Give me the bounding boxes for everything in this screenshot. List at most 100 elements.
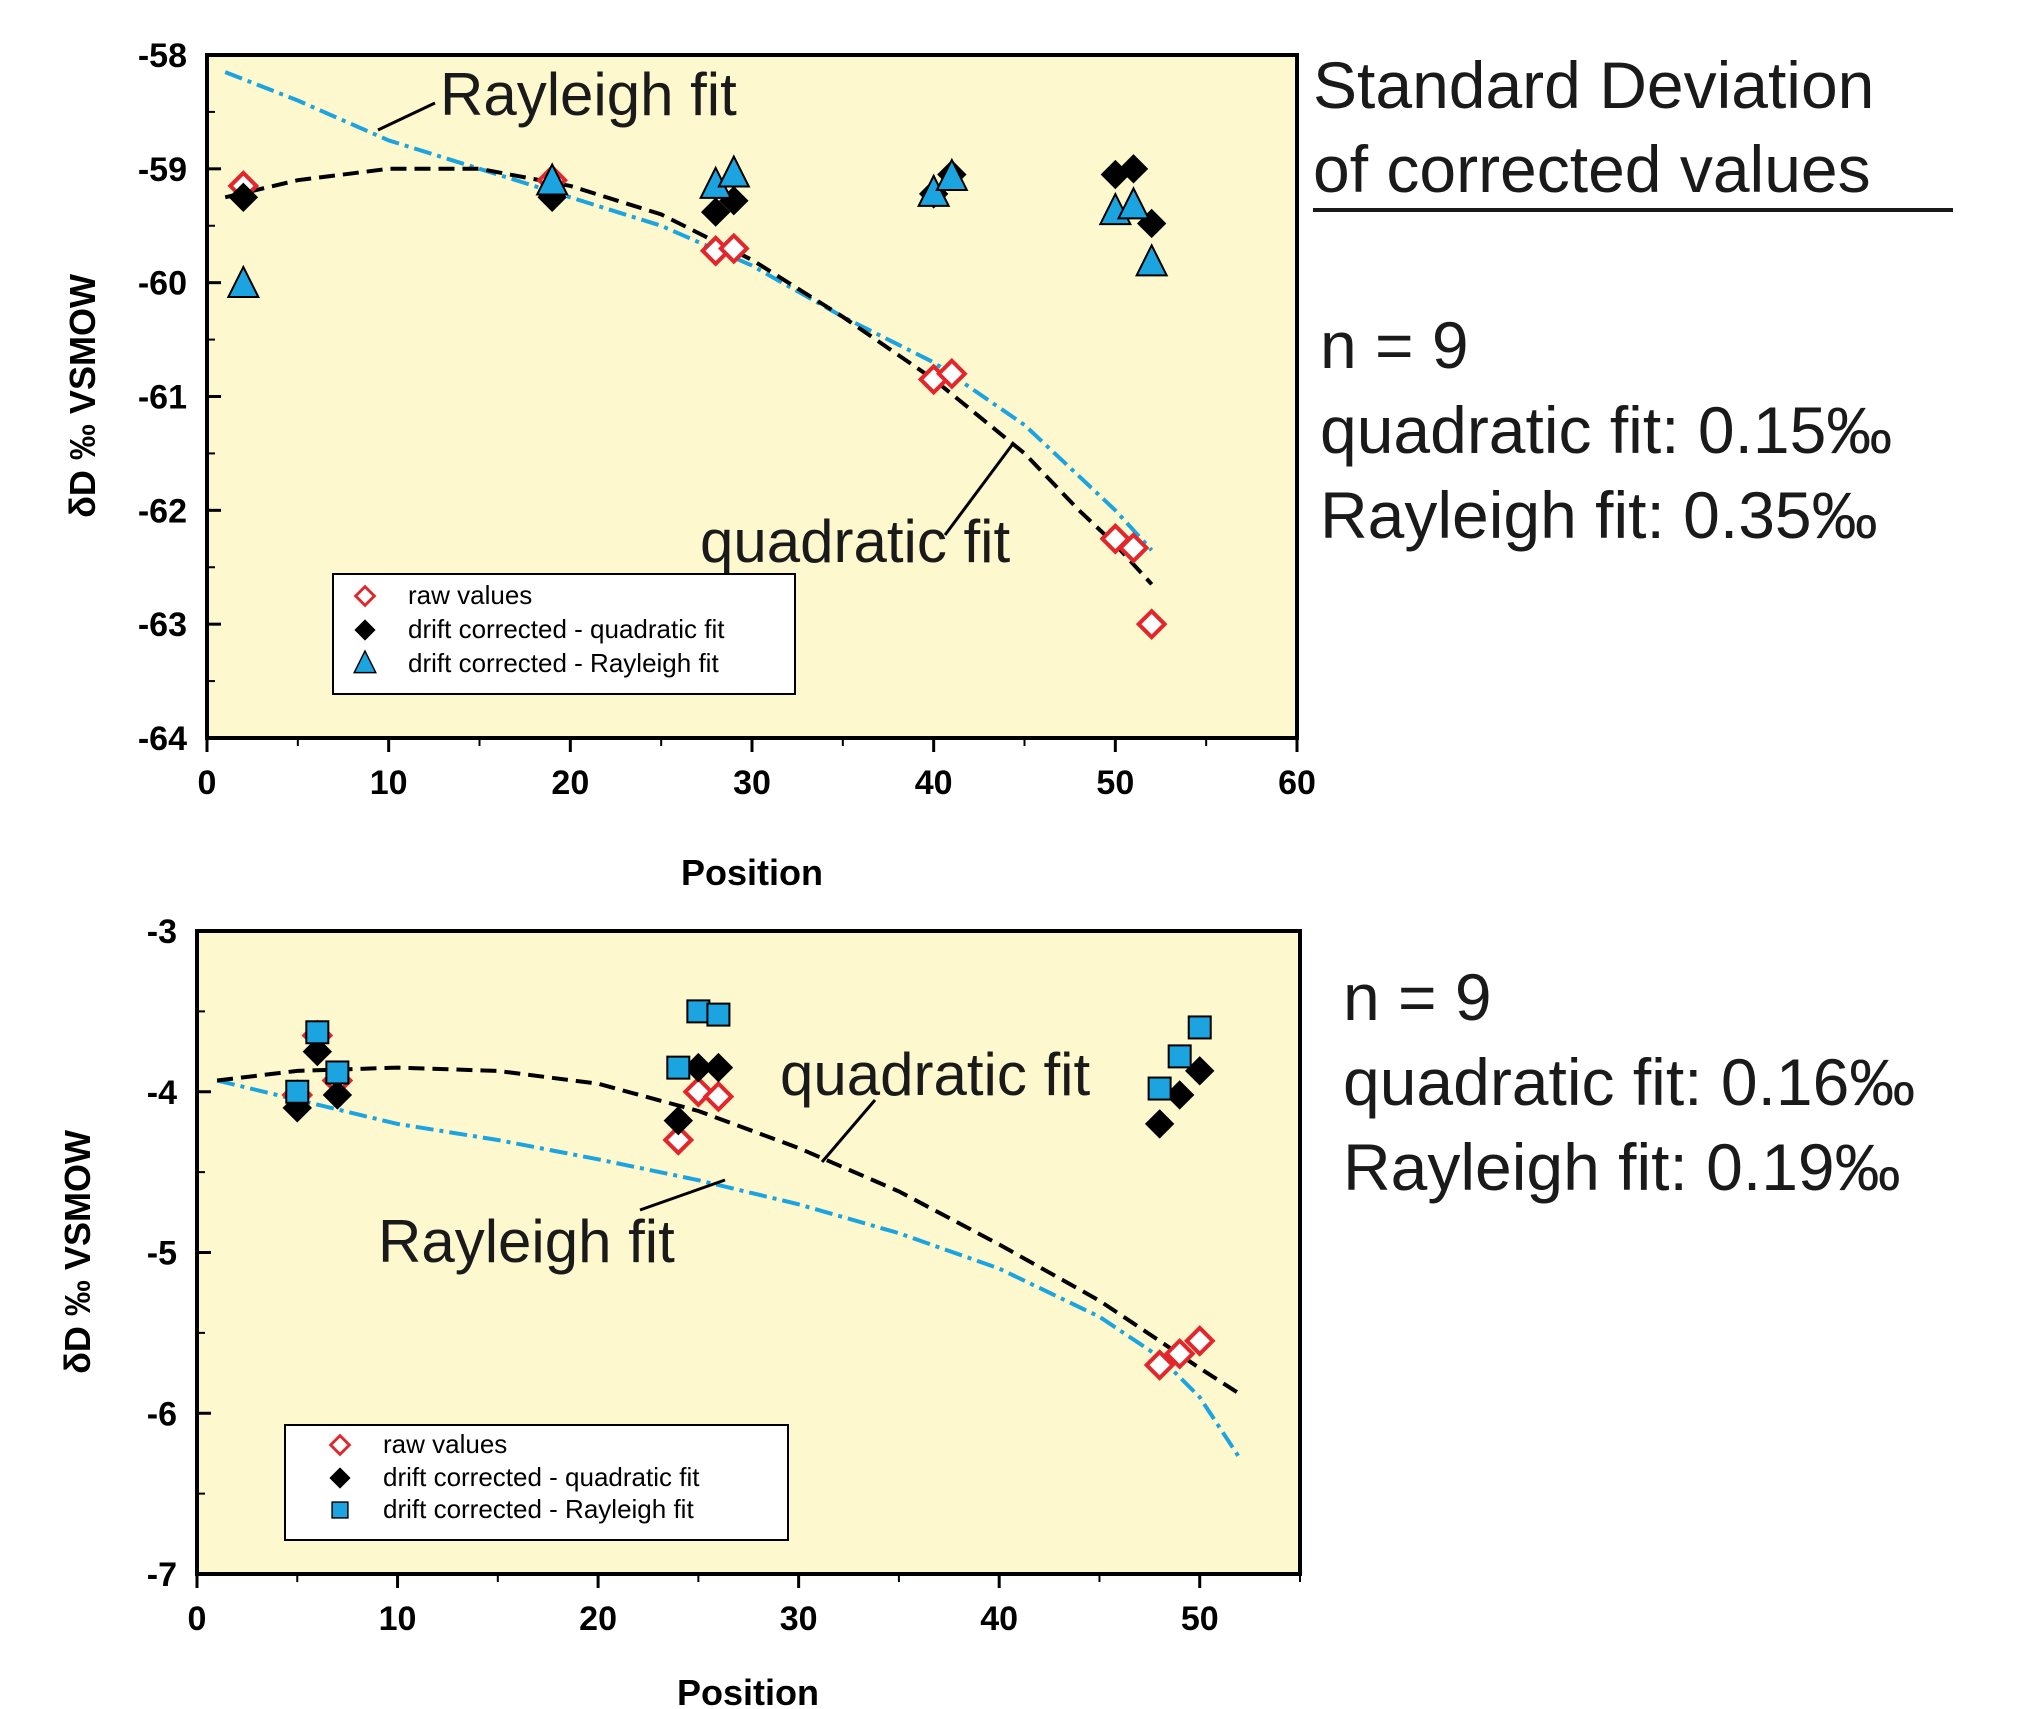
point-triangle (1135, 243, 1169, 277)
x-tick-label: 60 (1278, 764, 1316, 802)
point-diamond (322, 1080, 353, 1110)
y-tick-label: -7 (147, 1556, 177, 1594)
legend-marker-diamond-open (353, 584, 377, 608)
point-square (305, 1020, 330, 1045)
point-triangle (226, 264, 260, 298)
bottom-stats-quadratic: quadratic fit: 0.16‰ (1343, 1045, 1915, 1119)
side-panel: Standard Deviation of corrected values n… (1313, 48, 1953, 1204)
point-diamond (228, 182, 259, 212)
point-diamond-open (718, 232, 750, 265)
top-chart: 0 10 20 30 40 50 60 -58 -59 -60 -61 -62 -63 -64 Posit… (62, 37, 1316, 893)
x-tick-label: 40 (980, 1600, 1018, 1638)
point-triangle (717, 154, 751, 188)
quadratic-fit-line (216, 1065, 1241, 1396)
y-tick-label: -62 (138, 492, 187, 530)
point-diamond-open (1117, 532, 1150, 564)
x-tick-label: 40 (915, 764, 953, 802)
legend-marker-diamond (354, 619, 376, 641)
x-tick-label: 30 (780, 1600, 818, 1638)
x-tick-label: 20 (551, 764, 589, 802)
top-rayleigh-annotation: Rayleigh fit (440, 61, 737, 128)
y-tick-label: -3 (147, 913, 177, 951)
point-diamond-open (1163, 1337, 1196, 1370)
y-tick-label: -59 (138, 151, 187, 189)
top-legend-raw-marker (353, 584, 377, 608)
bottom-x-axis-label: Position (677, 1672, 819, 1709)
side-title-line1: Standard Deviation (1313, 48, 1874, 122)
top-legend-quad: drift corrected - quadratic fit (408, 614, 725, 644)
bottom-stats-n: n = 9 (1343, 960, 1492, 1034)
point-diamond-open (936, 357, 968, 390)
legend-marker-diamond-open (328, 1433, 352, 1457)
x-tick-label: 50 (1181, 1600, 1219, 1638)
point-square (285, 1079, 310, 1104)
point-square (1147, 1076, 1172, 1101)
bottom-legend-quad-marker (329, 1467, 351, 1489)
y-tick-label: -4 (147, 1074, 177, 1112)
top-x-axis-label: Position (681, 852, 823, 893)
bottom-legend-raw-marker (328, 1433, 352, 1457)
point-diamond (302, 1036, 333, 1067)
point-diamond-open (1143, 1349, 1176, 1381)
y-tick-label: -5 (147, 1235, 177, 1273)
legend-marker-square (331, 1501, 349, 1519)
x-tick-label: 0 (198, 764, 217, 802)
bottom-legend-raw: raw values (383, 1429, 507, 1459)
y-tick-label: -64 (138, 720, 187, 758)
point-square (1187, 1015, 1212, 1040)
point-diamond (700, 197, 731, 227)
point-diamond (1144, 1109, 1175, 1139)
point-triangle (535, 162, 569, 196)
top-legend-rayleigh: drift corrected - Rayleigh fit (408, 648, 719, 678)
point-diamond-open (702, 1080, 735, 1113)
point-triangle (935, 157, 969, 191)
top-legend-raw: raw values (408, 580, 532, 610)
point-diamond-open (662, 1124, 695, 1156)
y-tick-label: -63 (138, 606, 187, 644)
bottom-y-axis-label: δD ‰ VSMOW (57, 1130, 98, 1374)
bottom-quadratic-annotation: quadratic fit (780, 1041, 1090, 1108)
top-legend: raw values drift corrected - quadratic f… (332, 573, 796, 695)
top-legend-quad-marker (354, 619, 376, 641)
bottom-chart: 0 10 20 30 40 50 -3 -4 -5 -6 -7 Position δD ‰ VSMO… (57, 913, 1302, 1709)
point-diamond-open (1183, 1325, 1216, 1357)
bottom-legend-rayleigh: drift corrected - Rayleigh fit (383, 1494, 694, 1524)
x-tick-label: 50 (1096, 764, 1134, 802)
x-tick-label: 0 (188, 1600, 207, 1638)
point-square (666, 1055, 691, 1080)
rayleigh-fit-line (224, 70, 1154, 552)
bottom-quadratic-leader (820, 1099, 877, 1163)
x-tick-label: 30 (733, 764, 771, 802)
point-diamond-open (1135, 608, 1168, 640)
point-triangle (1116, 186, 1151, 220)
point-square (1167, 1044, 1192, 1069)
side-title-line2: of corrected values (1313, 132, 1871, 206)
bottom-rayleigh-annotation: Rayleigh fit (378, 1208, 675, 1275)
y-tick-label: -58 (138, 37, 187, 75)
top-quadratic-leader (943, 444, 1014, 536)
y-tick-label: -61 (138, 379, 187, 417)
top-y-axis-label: δD ‰ VSMOW (62, 274, 103, 518)
point-diamond (1118, 154, 1149, 184)
x-tick-label: 20 (579, 1600, 617, 1638)
bottom-legend: raw values drift corrected - quadratic f… (284, 1424, 789, 1541)
bottom-legend-rayleigh-marker (331, 1501, 349, 1519)
x-tick-label: 10 (379, 1600, 417, 1638)
x-tick-label: 10 (370, 764, 408, 802)
y-tick-label: -60 (138, 265, 187, 303)
point-diamond (663, 1105, 694, 1136)
top-stats-quadratic: quadratic fit: 0.15‰ (1320, 393, 1892, 467)
bottom-stats-rayleigh: Rayleigh fit: 0.19‰ (1343, 1130, 1901, 1204)
point-square (706, 1002, 731, 1027)
bottom-rayleigh-leader (639, 1178, 726, 1212)
top-stats-rayleigh: Rayleigh fit: 0.35‰ (1320, 478, 1878, 552)
y-tick-label: -6 (147, 1395, 177, 1433)
point-diamond (703, 1052, 734, 1083)
point-square (686, 999, 711, 1024)
bottom-legend-quad: drift corrected - quadratic fit (383, 1462, 700, 1492)
legend-marker-triangle (353, 649, 377, 674)
top-quadratic-annotation: quadratic fit (700, 508, 1010, 575)
legend-marker-diamond (329, 1467, 351, 1489)
top-legend-rayleigh-marker (353, 649, 377, 674)
